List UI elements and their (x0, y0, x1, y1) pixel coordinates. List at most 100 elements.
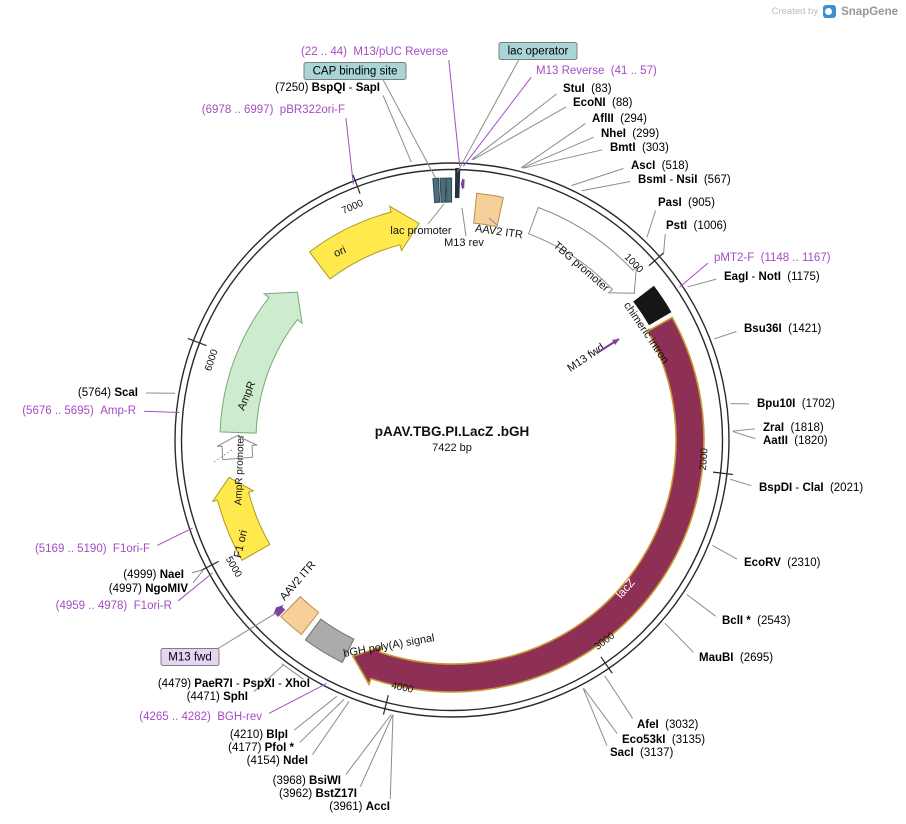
site-label-asci: AscI (518) (631, 160, 689, 172)
site-line-m13-reverse (462, 77, 532, 167)
feature-aav2-itr-top (473, 192, 504, 228)
site-label-paer7i-pspxi-xhoi: (4479) PaeR7I - PspXI - XhoI (158, 678, 310, 690)
site-line-eco53ki (583, 687, 618, 734)
site-line-amp-r (143, 410, 180, 414)
site-line-saci (582, 688, 608, 746)
site-label-m13-puc-reverse: (22 .. 44) M13/pUC Reverse (301, 46, 448, 58)
site-label-eco53ki: Eco53kI (3135) (622, 734, 705, 746)
feature-lac-promoter-b (439, 177, 447, 203)
site-line-ngomiv (192, 569, 204, 584)
backbone-circle-1 (174, 162, 730, 718)
site-line-f1ori-r (177, 572, 213, 602)
site-label-ngomiv: (4997) NgoMIV (109, 583, 189, 595)
site-line-bsiwi (345, 714, 392, 775)
site-line-f1ori-f (156, 527, 193, 546)
site-label-pasi: PasI (905) (658, 197, 715, 209)
snapgene-logo-icon (823, 5, 837, 18)
feature-aav2-itr-bottom (280, 595, 320, 636)
site-line-ecorv (712, 545, 738, 560)
site-label-bgh-rev: (4265 .. 4282) BGH-rev (139, 711, 262, 723)
tick-6000 (187, 337, 207, 347)
feature-lac-operator (454, 168, 461, 199)
site-line-bsmi-nsii (581, 181, 631, 192)
site-label-bspqi-sapi: (7250) BspQI - SapI (275, 82, 380, 94)
site-label-bsmi-nsii: BsmI - NsiI (567) (638, 174, 731, 186)
site-label-aatii: AatII (1820) (763, 435, 828, 447)
site-line-nhei (522, 136, 594, 169)
feature-m13-fwd-primer-site (272, 604, 286, 617)
feature-m13-rev-primer-site (460, 176, 465, 191)
backbone-circle-2 (180, 168, 724, 712)
aav2-itr-bottom-label: AAV2 ITR (278, 559, 319, 603)
tick-7000 (352, 174, 361, 194)
site-line-pbr322ori-f (345, 117, 354, 185)
site-label-zrai: ZraI (1818) (763, 422, 824, 434)
site-label-bstz17i: (3962) BstZ17I (279, 788, 357, 800)
feature-chimeric-intron (633, 285, 672, 326)
lac-operator-label: lac operator (508, 46, 569, 58)
site-label-pbr322ori-f: (6978 .. 6997) pBR322ori-F (202, 104, 345, 116)
cap-binding-site-label: CAP binding site (313, 66, 398, 78)
site-label-pmt2-f: pMT2-F (1148 .. 1167) (714, 252, 831, 264)
site-label-blpi: (4210) BlpI (230, 729, 288, 741)
ori-label: ori (332, 244, 348, 260)
feature-tbg-promoter (527, 206, 638, 294)
site-line-blpi (293, 695, 338, 731)
site-label-scai: (5764) ScaI (78, 387, 138, 399)
site-label-acci: (3961) AccI (329, 801, 390, 813)
site-label-ecorv: EcoRV (2310) (744, 557, 821, 569)
site-label-aflii: AflII (294) (592, 113, 647, 125)
site-line-asci (571, 168, 624, 187)
feature-ampr-promoter (216, 435, 258, 461)
feature-lac-promoter-a (445, 177, 453, 203)
feature-ampr (219, 291, 303, 434)
site-label-maubi: MauBI (2695) (699, 652, 773, 664)
tick-label-4000: 4000 (390, 680, 414, 695)
site-label-f1ori-f: (5169 .. 5190) F1ori-F (35, 543, 150, 555)
site-label-sphi: (4471) SphI (187, 691, 248, 703)
m13-fwd-label: M13 fwd (168, 652, 211, 664)
site-line-bgh-rev (268, 683, 327, 714)
site-line-pasi (646, 210, 657, 238)
feature-cap-binding-site (432, 177, 441, 204)
site-label-bsiwi: (3968) BsiWI (273, 775, 341, 787)
site-label-bpu10i: Bpu10I (1702) (757, 398, 835, 410)
site-label-pfoi: (4177) PfoI * (228, 742, 294, 754)
site-label-eagi-noti: EagI - NotI (1175) (724, 271, 820, 283)
watermark: Created by SnapGene (772, 5, 898, 18)
box-line-cap-binding-site-label (381, 77, 437, 179)
tick-1000 (648, 252, 665, 267)
site-line-aflii (520, 123, 586, 169)
site-label-nhei: NheI (299) (601, 128, 659, 140)
site-line-bmti (523, 149, 603, 169)
site-label-amp-r: (5676 .. 5695) Amp-R (22, 405, 136, 417)
pointer-line-3 (488, 217, 498, 226)
site-line-m13-puc-reverse (448, 59, 461, 167)
plasmid-title-block: pAAV.TBG.PI.LacZ .bGH 7422 bp (302, 424, 602, 454)
tick-5000 (200, 560, 219, 572)
box-m13-fwd-label (160, 648, 220, 666)
site-line-ndei (312, 701, 350, 755)
site-label-saci: SacI (3137) (610, 747, 673, 759)
site-line-acci (389, 714, 394, 800)
m13-fwd-inner-arrow-head (612, 339, 619, 345)
site-line-stui (471, 93, 557, 161)
box-line-lac-operator-label (457, 57, 521, 173)
site-line-zrai (732, 428, 756, 432)
feature-lacz (351, 316, 705, 693)
site-label-ndei: (4154) NdeI (247, 755, 308, 767)
site-line-sphi (253, 664, 284, 692)
site-line-pmt2-f (679, 262, 709, 288)
site-label-stui: StuI (83) (563, 83, 612, 95)
site-line-bsu36i (714, 331, 737, 340)
site-label-bsu36i: Bsu36I (1421) (744, 323, 822, 335)
site-label-m13-reverse: M13 Reverse (41 .. 57) (536, 65, 657, 77)
plasmid-length: 7422 bp (432, 442, 472, 454)
ampr-promoter-label: AmpR promoter (233, 434, 246, 506)
created-by-text: Created by (771, 6, 819, 17)
site-label-bmti: BmtI (303) (610, 142, 669, 154)
tick-label-6000: 6000 (203, 348, 221, 373)
m13-rev-label: M13 rev (444, 237, 484, 249)
